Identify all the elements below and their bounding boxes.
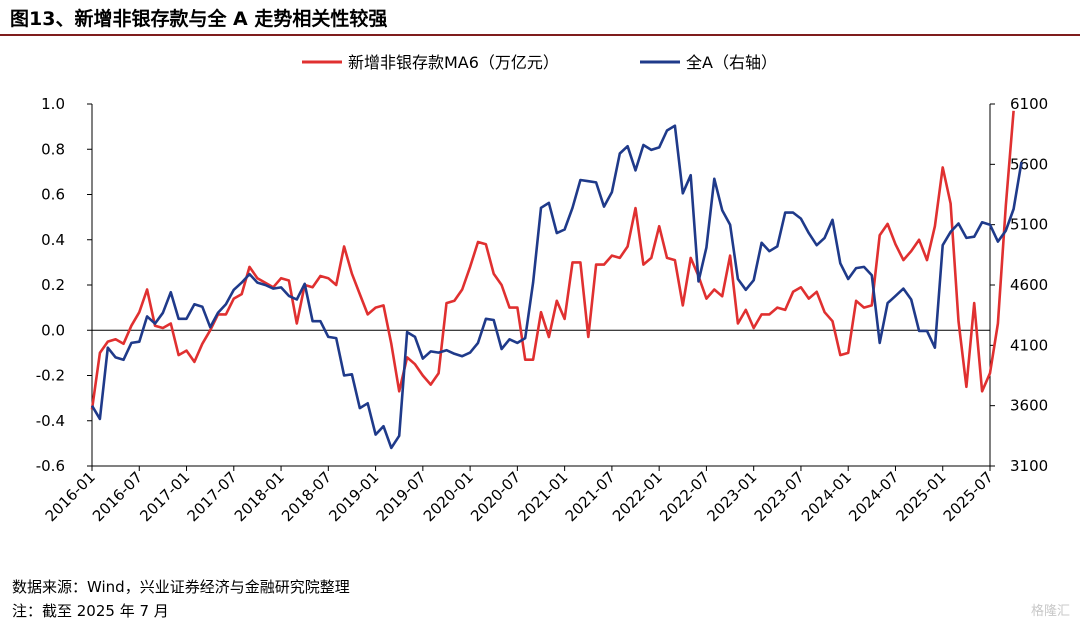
- left-tick-label: 0.2: [41, 276, 65, 294]
- x-tick-label: 2023-01: [703, 468, 760, 525]
- figure-title: 图13、新增非银存款与全 A 走势相关性较强: [10, 8, 388, 30]
- x-axis-ticks: 2016-012016-072017-012017-072018-012018-…: [42, 466, 997, 525]
- legend: 新增非银存款MA6（万亿元） 全A（右轴）: [302, 53, 777, 72]
- series-layer: [90, 110, 1023, 450]
- left-axis-ticks: 1.0 0.8 0.6 0.4 0.2 0.0 -0.2 -0.4 -0.6: [36, 95, 92, 475]
- x-tick-label: 2018-07: [278, 468, 335, 525]
- right-tick-label: 5100: [1010, 216, 1048, 234]
- x-tick-label: 2022-07: [656, 468, 713, 525]
- x-tick-label: 2017-01: [136, 468, 193, 525]
- date-note: 注：截至 2025 年 7 月: [12, 602, 169, 620]
- x-tick-label: 2023-07: [751, 468, 808, 525]
- left-tick-label: 0.4: [41, 231, 65, 249]
- legend-label-red: 新增非银存款MA6（万亿元）: [348, 53, 559, 72]
- title-rule: [0, 34, 1080, 36]
- chart: 新增非银存款MA6（万亿元） 全A（右轴） 1.0 0.8 0.6 0.4 0.2 0.0…: [36, 53, 1048, 525]
- right-tick-label: 5600: [1010, 155, 1048, 173]
- left-tick-label: 0.8: [41, 140, 65, 158]
- watermark: 格隆汇: [1030, 604, 1070, 619]
- x-tick-label: 2021-07: [562, 468, 619, 525]
- x-tick-label: 2025-07: [940, 468, 997, 525]
- x-tick-label: 2019-01: [325, 468, 382, 525]
- axes: [91, 104, 991, 467]
- left-tick-label: -0.6: [36, 457, 65, 475]
- right-tick-label: 4100: [1010, 336, 1048, 354]
- x-tick-label: 2019-07: [373, 468, 430, 525]
- legend-label-blue: 全A（右轴）: [686, 53, 777, 72]
- right-axis-ticks: 6100 5600 5100 4600 4100 3600 3100: [990, 95, 1048, 475]
- x-tick-label: 2021-01: [514, 468, 571, 525]
- x-tick-label: 2020-07: [467, 468, 524, 525]
- left-tick-label: -0.4: [36, 412, 65, 430]
- source-note: 数据来源：Wind，兴业证券经济与金融研究院整理: [12, 578, 350, 596]
- left-tick-label: 0.6: [41, 186, 65, 204]
- left-tick-label: 1.0: [41, 95, 65, 113]
- x-tick-label: 2018-01: [231, 468, 288, 525]
- x-tick-label: 2024-07: [845, 468, 902, 525]
- x-tick-label: 2024-01: [798, 468, 855, 525]
- x-tick-label: 2016-01: [42, 468, 99, 525]
- series-line-deposits: [90, 110, 1015, 410]
- right-tick-label: 4600: [1010, 276, 1048, 294]
- right-tick-label: 6100: [1010, 95, 1048, 113]
- series-line-all-a: [90, 124, 1023, 450]
- right-tick-label: 3100: [1010, 457, 1048, 475]
- left-tick-label: -0.2: [36, 367, 65, 385]
- right-tick-label: 3600: [1010, 397, 1048, 415]
- x-tick-label: 2016-07: [89, 468, 146, 525]
- left-tick-label: 0.0: [41, 321, 65, 339]
- x-tick-label: 2020-01: [420, 468, 477, 525]
- x-tick-label: 2022-01: [609, 468, 666, 525]
- x-tick-label: 2025-01: [893, 468, 950, 525]
- x-tick-label: 2017-07: [184, 468, 241, 525]
